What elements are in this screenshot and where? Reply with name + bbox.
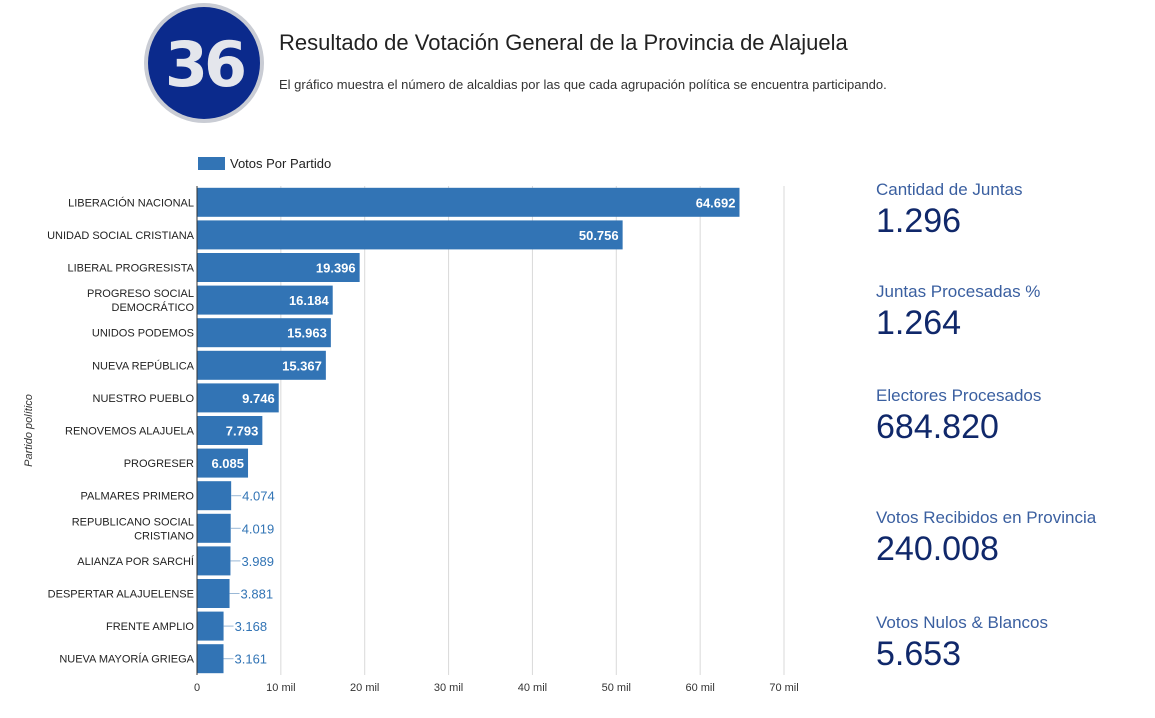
data-label: 3.881 — [241, 587, 274, 602]
legend-label: Votos Por Partido — [230, 156, 331, 171]
category-label: NUEVA REPÚBLICA — [92, 359, 195, 372]
data-label: 16.184 — [289, 293, 330, 308]
data-label: 3.161 — [235, 652, 268, 667]
stat-value: 1.264 — [876, 304, 962, 342]
x-tick-label: 30 mil — [434, 682, 463, 694]
votes-bar-chart: 0 10 mil 20 mil 30 mil 40 mil 50 mil 60 mil 70 … — [23, 156, 799, 694]
data-label: 19.396 — [316, 261, 356, 276]
bar — [197, 416, 263, 445]
data-label: 6.085 — [211, 456, 244, 471]
legend-swatch — [198, 157, 225, 170]
logo-text: 36 — [165, 28, 244, 101]
x-tick-label: 20 mil — [350, 682, 379, 694]
category-label: UNIDOS PODEMOS — [92, 328, 194, 340]
category-label: LIBERACIÓN NACIONAL — [68, 196, 194, 209]
stat-electores-procesados: Electores Procesados 684.820 — [876, 386, 1041, 447]
category-label: DESPERTAR ALAJUELENSE — [48, 589, 194, 601]
bar — [197, 611, 224, 641]
bar — [197, 285, 333, 315]
x-tick-label: 60 mil — [685, 682, 714, 694]
bar — [197, 448, 249, 478]
stat-label: Cantidad de Juntas — [876, 180, 1023, 199]
category-label: PROGRESO SOCIAL DEMOCRÁTICO — [87, 288, 194, 314]
x-tick-label: 40 mil — [518, 682, 547, 694]
data-label: 3.168 — [235, 619, 268, 634]
category-label: ALIANZA POR SARCHÍ — [77, 555, 195, 568]
category-label: REPUBLICANO SOCIAL CRISTIANO — [72, 516, 195, 542]
stat-value: 240.008 — [876, 530, 999, 568]
bar — [197, 253, 360, 282]
stat-value: 5.653 — [876, 635, 962, 673]
category-label: UNIDAD SOCIAL CRISTIANA — [47, 230, 195, 242]
bar — [197, 318, 331, 348]
category-label: PALMARES PRIMERO — [81, 491, 195, 503]
category-label: RENOVEMOS ALAJUELA — [65, 426, 195, 438]
data-label: 15.963 — [287, 326, 327, 341]
page-subtitle: El gráfico muestra el número de alcaldia… — [279, 77, 887, 92]
data-label: 4.074 — [242, 489, 275, 504]
stat-votos-recibidos: Votos Recibidos en Provincia 240.008 — [876, 508, 1096, 569]
page-title: Resultado de Votación General de la Prov… — [279, 30, 848, 55]
category-label: LIBERAL PROGRESISTA — [67, 263, 194, 275]
bar — [197, 546, 231, 576]
stat-label: Votos Recibidos en Provincia — [876, 508, 1097, 527]
bar — [197, 220, 623, 250]
data-label: 4.019 — [242, 521, 275, 536]
stat-value: 684.820 — [876, 408, 999, 446]
stat-value: 1.296 — [876, 202, 962, 240]
data-label: 64.692 — [696, 195, 736, 210]
stat-label: Votos Nulos & Blancos — [876, 613, 1048, 632]
stat-juntas-procesadas: Juntas Procesadas % 1.264 — [876, 282, 1040, 343]
data-label: 15.367 — [282, 358, 322, 373]
bar — [197, 481, 232, 511]
bar — [197, 513, 231, 543]
data-label: 50.756 — [579, 228, 619, 243]
category-label: PROGRESER — [124, 458, 194, 470]
x-tick-label: 50 mil — [602, 682, 631, 694]
channel-36-logo: 36 — [144, 3, 264, 123]
category-label: FRENTE AMPLIO — [106, 621, 194, 633]
bar — [197, 383, 279, 413]
data-label: 9.746 — [242, 391, 275, 406]
stat-cantidad-juntas: Cantidad de Juntas 1.296 — [876, 180, 1023, 241]
bar — [197, 187, 740, 217]
data-label: 7.793 — [226, 424, 259, 439]
data-label: 3.989 — [241, 554, 274, 569]
stat-label: Electores Procesados — [876, 386, 1042, 405]
y-axis-title: Partido político — [23, 394, 35, 467]
bar — [197, 644, 224, 674]
category-label: NUEVA MAYORÍA GRIEGA — [59, 653, 194, 666]
stat-votos-nulos-blancos: Votos Nulos & Blancos 5.653 — [876, 613, 1048, 674]
bar — [197, 579, 230, 608]
x-tick-label: 0 — [194, 682, 200, 694]
x-tick-label: 10 mil — [266, 682, 295, 694]
x-tick-label: 70 mil — [769, 682, 798, 694]
category-label: NUESTRO PUEBLO — [93, 393, 195, 405]
stat-label: Juntas Procesadas % — [876, 282, 1041, 301]
bar — [197, 350, 326, 380]
